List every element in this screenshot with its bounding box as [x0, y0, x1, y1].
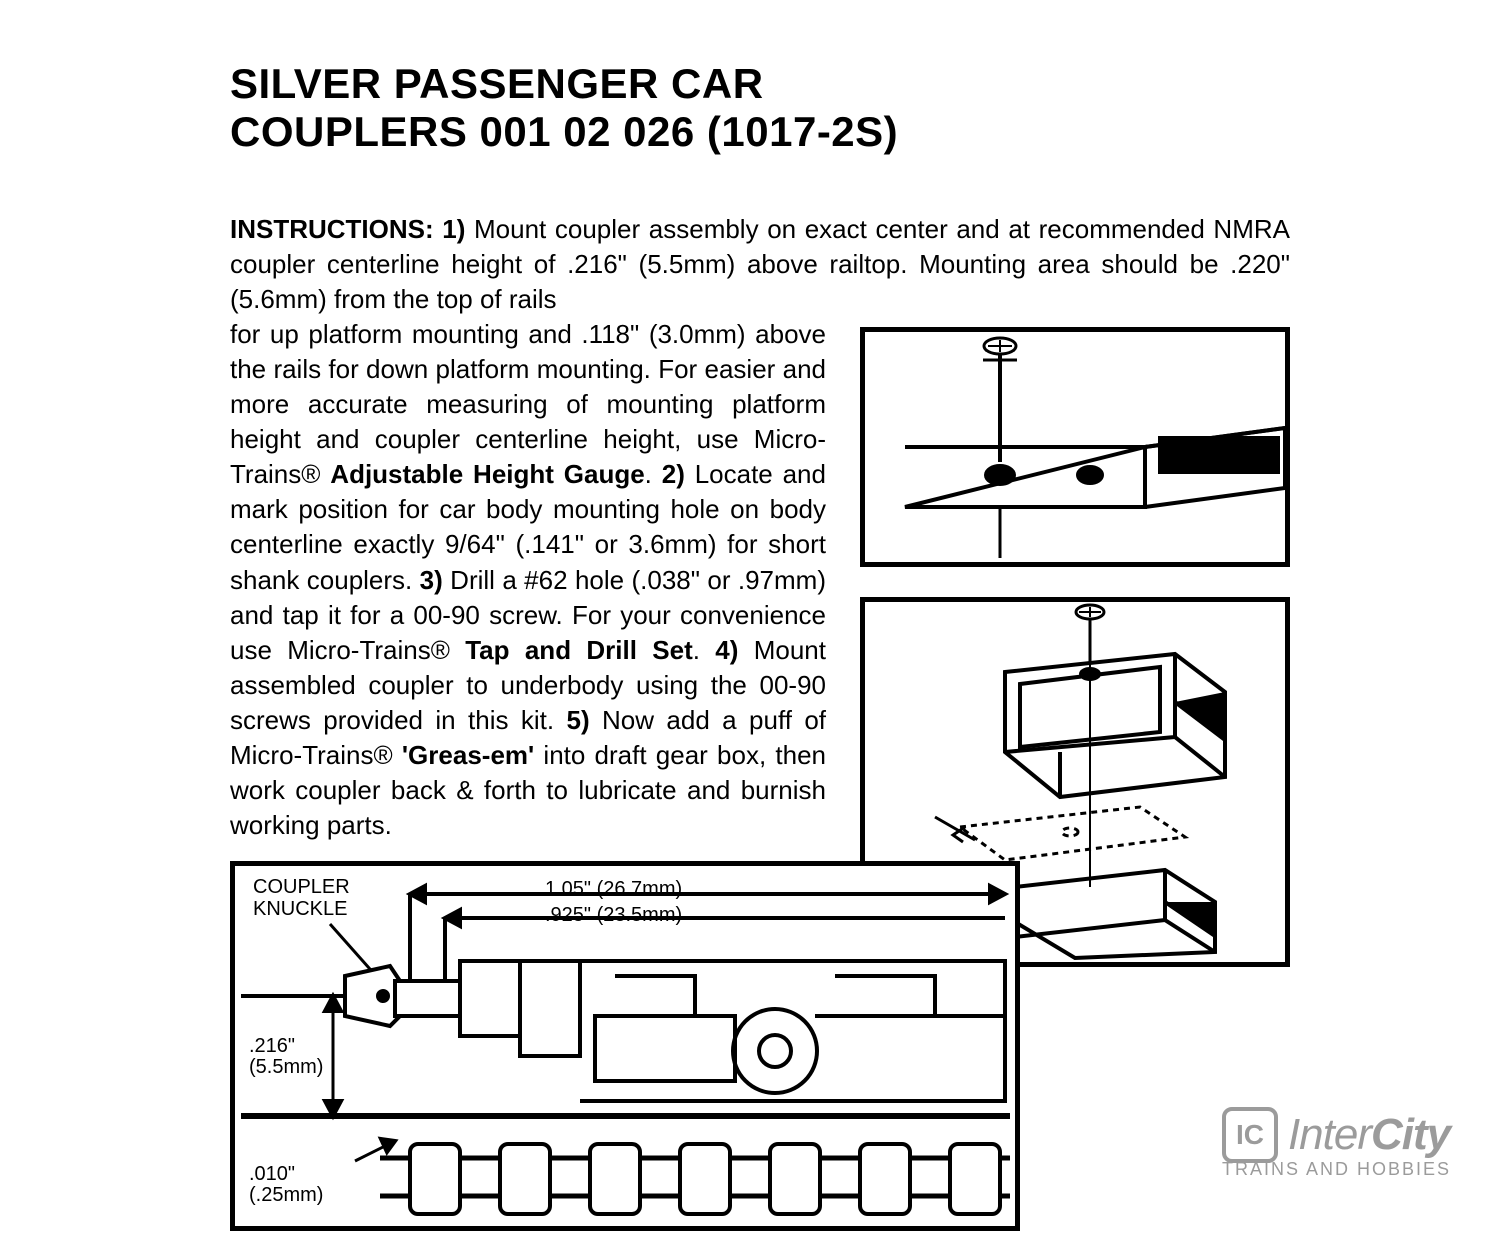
page-title: SILVER PASSENGER CAR COUPLERS 001 02 026… [230, 60, 1290, 157]
watermark: IC InterCity TRAINS AND HOBBIES [1222, 1107, 1455, 1180]
tap-drill-set: Tap and Drill Set [465, 635, 693, 665]
step-2-number: 2) [662, 459, 685, 489]
adjustable-height-gauge: Adjustable Height Gauge [330, 459, 644, 489]
step-4-number: 4) [715, 635, 738, 665]
watermark-logo: IC [1222, 1107, 1278, 1163]
title-line-2: COUPLERS 001 02 026 (1017-2S) [230, 108, 898, 155]
greas-em: 'Greas-em' [402, 740, 534, 770]
platform-diagram [865, 332, 1285, 562]
watermark-sub: TRAINS AND HOBBIES [1222, 1159, 1455, 1180]
dim-925: .925" (23.5mm) [545, 904, 682, 927]
reg-2: ® [431, 635, 450, 665]
step-5-number: 5) [567, 705, 590, 735]
instructions-label: INSTRUCTIONS: [230, 214, 434, 244]
figure-platform-top [860, 327, 1290, 567]
step-1-number: 1) [442, 214, 465, 244]
dim-010: .010"(.25mm) [249, 1164, 323, 1206]
dim-105: 1.05" (26.7mm) [545, 878, 682, 901]
dim-216: .216"(5.5mm) [249, 1036, 323, 1078]
reg-1: ® [301, 459, 320, 489]
step-3-number: 3) [420, 565, 443, 595]
content-area: INSTRUCTIONS: 1) Mount coupler assembly … [230, 212, 1290, 1232]
coupler-knuckle-label: COUPLERKNUCKLE [253, 876, 350, 920]
reg-3: ® [373, 740, 392, 770]
figure-dimensions: COUPLERKNUCKLE 1.05" (26.7mm) .925" (23.… [230, 861, 1020, 1231]
watermark-inter: Inter [1288, 1110, 1371, 1159]
watermark-city: City [1371, 1110, 1450, 1159]
title-line-1: SILVER PASSENGER CAR [230, 60, 764, 107]
